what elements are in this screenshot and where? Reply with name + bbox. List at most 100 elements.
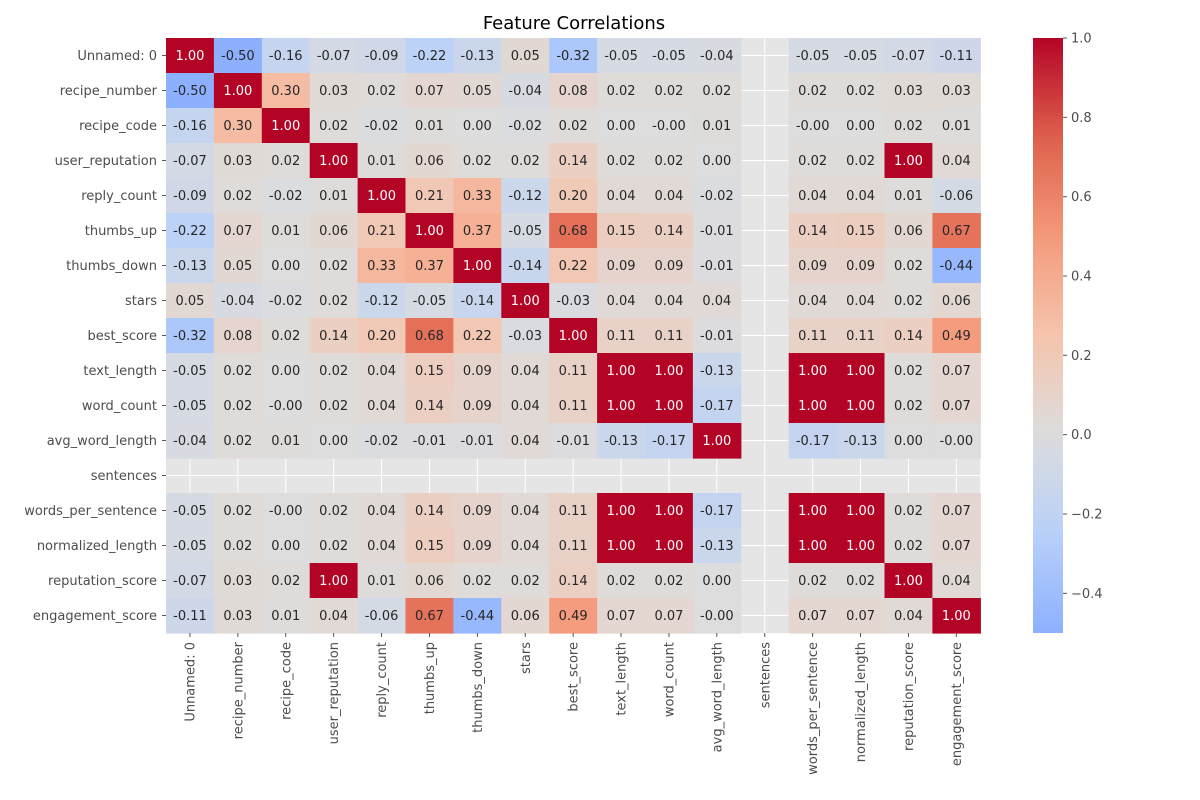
heatmap-cell: [884, 353, 933, 389]
cell-value-label: 0.49: [559, 609, 588, 624]
heatmap-cell: [836, 283, 886, 319]
y-tick-label: Unnamed: 0: [77, 49, 157, 64]
heatmap-cell: [692, 213, 742, 249]
cell-value-label: 0.15: [415, 539, 444, 554]
heatmap-cell: [357, 38, 407, 74]
cell-value-label: 0.07: [223, 224, 252, 239]
cell-value-label: -0.00: [652, 119, 686, 134]
cell-value-label: 1.00: [654, 399, 683, 414]
heatmap-cell: [166, 38, 215, 74]
cell-value-label: 0.02: [463, 154, 492, 169]
cell-value-label: 0.02: [894, 259, 923, 274]
y-tick-label: text_length: [83, 364, 157, 379]
cell-value-label: 0.02: [223, 189, 252, 204]
heatmap-cell: [549, 388, 598, 424]
cell-value-label: 0.00: [846, 119, 875, 134]
cell-value-label: 0.15: [607, 224, 636, 239]
heatmap-cell: [788, 353, 838, 389]
heatmap-cell: [836, 73, 886, 109]
cell-value-label: 1.00: [894, 574, 923, 589]
y-tick-label: user_reputation: [55, 154, 157, 169]
x-tick-label: reply_count: [375, 642, 390, 718]
cell-value-label: 0.68: [559, 224, 588, 239]
cell-value-label: 0.04: [942, 154, 971, 169]
cell-value-label: 0.07: [846, 609, 875, 624]
cell-value-label: 0.09: [463, 504, 492, 519]
cell-value-label: 0.06: [511, 609, 540, 624]
cell-value-label: 0.02: [223, 434, 252, 449]
heatmap-cell: [597, 38, 646, 74]
cell-value-label: 0.00: [319, 434, 348, 449]
cell-value-label: 0.02: [463, 574, 492, 589]
cell-value-label: 0.05: [463, 84, 492, 99]
cell-value-label: 0.02: [894, 364, 923, 379]
cell-value-label: 0.00: [607, 119, 636, 134]
cell-value-label: -0.12: [365, 294, 399, 309]
heatmap-cell: [405, 388, 454, 424]
cell-value-label: 0.02: [223, 399, 252, 414]
cell-value-label: 1.00: [846, 399, 875, 414]
heatmap-cell: [261, 108, 311, 144]
cell-value-label: 1.00: [654, 504, 683, 519]
heatmap-cell: [836, 353, 886, 389]
heatmap-cell: [645, 108, 694, 144]
cell-value-label: 0.01: [367, 574, 396, 589]
cell-value-label: 0.33: [367, 259, 396, 274]
heatmap-cell: [549, 213, 598, 249]
cell-value-label: -0.00: [269, 399, 303, 414]
heatmap-cell: [357, 213, 407, 249]
cell-value-label: 0.06: [319, 224, 348, 239]
cell-value-label: 0.01: [271, 224, 300, 239]
heatmap-cell: [357, 423, 407, 459]
heatmap-cell: [597, 388, 646, 424]
y-tick-label: stars: [125, 294, 157, 309]
cell-value-label: 0.02: [319, 504, 348, 519]
heatmap-cell: [932, 318, 981, 354]
heatmap-cell: [836, 248, 886, 284]
cell-value-label: 0.14: [559, 574, 588, 589]
cell-value-label: 0.02: [367, 84, 396, 99]
y-tick-label: recipe_number: [60, 84, 158, 99]
cell-value-label: 0.07: [415, 84, 444, 99]
cell-value-label: 0.04: [654, 189, 683, 204]
heatmap-cell: [692, 563, 742, 599]
heatmap-cell: [884, 598, 933, 634]
cell-value-label: 0.11: [559, 399, 588, 414]
cell-value-label: 1.00: [511, 294, 540, 309]
cell-value-label: 0.04: [654, 294, 683, 309]
heatmap-cell: [884, 248, 933, 284]
heatmap-cell: [788, 38, 838, 74]
chart-title: Feature Correlations: [483, 13, 665, 34]
cell-value-label: 0.00: [271, 259, 300, 274]
cell-value-label: -0.05: [796, 49, 830, 64]
heatmap-cell: [597, 248, 646, 284]
cell-value-label: 0.04: [607, 294, 636, 309]
cell-value-label: 1.00: [846, 504, 875, 519]
cell-value-label: 0.20: [559, 189, 588, 204]
cell-value-label: -0.11: [173, 609, 207, 624]
cell-value-label: -0.04: [508, 84, 542, 99]
heatmap-cell: [788, 108, 838, 144]
heatmap-cell: [645, 283, 694, 319]
heatmap-cell: [309, 493, 359, 529]
heatmap-cell: [309, 528, 359, 564]
cell-value-label: -0.16: [173, 119, 207, 134]
cell-value-label: 0.14: [798, 224, 827, 239]
heatmap-cell: [836, 38, 886, 74]
heatmap-cell: [405, 598, 454, 634]
heatmap-cell: [357, 143, 407, 179]
cell-value-label: 1.00: [607, 539, 636, 554]
cell-value-label: -0.04: [700, 49, 734, 64]
heatmap-cell: [261, 73, 311, 109]
cell-value-label: 0.15: [415, 364, 444, 379]
heatmap-cell: [213, 248, 263, 284]
cell-value-label: 0.22: [559, 259, 588, 274]
heatmap-cell: [692, 178, 742, 214]
heatmap-cell: [645, 388, 694, 424]
cell-value-label: -0.05: [173, 504, 207, 519]
cell-value-label: 0.02: [319, 364, 348, 379]
heatmap-cell: [166, 598, 215, 634]
cell-value-label: 1.00: [798, 504, 827, 519]
colorbar-tick-label: 0.4: [1071, 270, 1092, 285]
